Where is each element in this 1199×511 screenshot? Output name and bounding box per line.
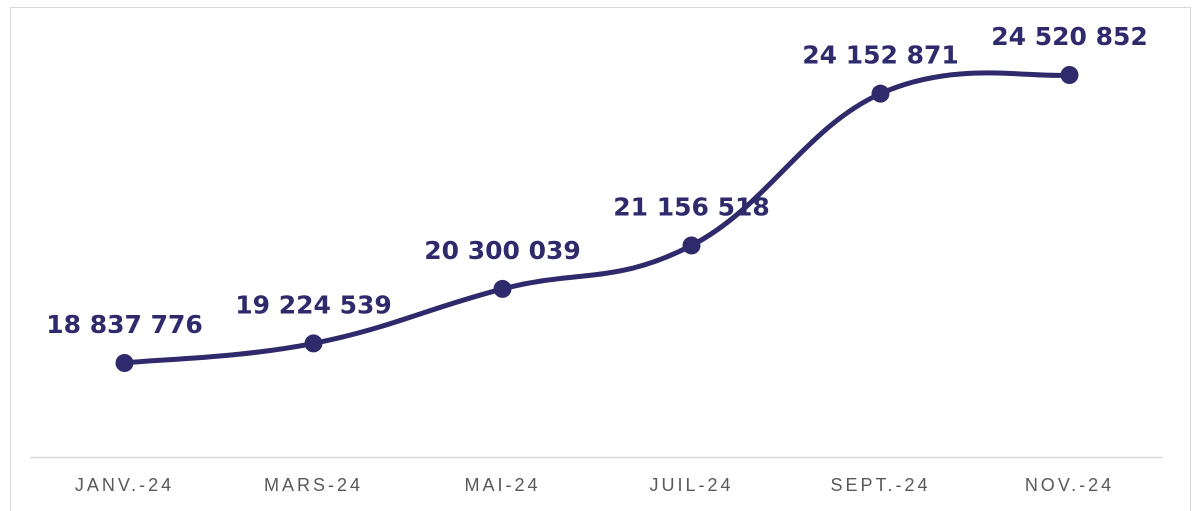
marker (115, 354, 134, 372)
marker (682, 236, 701, 255)
value-label: 24 520 852 (991, 22, 1148, 51)
value-label: 19 224 539 (235, 290, 392, 319)
marker (493, 279, 512, 298)
marker (304, 334, 323, 353)
value-label: 21 156 518 (613, 192, 770, 221)
value-label: 24 152 871 (802, 41, 959, 70)
x-tick-label: JANV.-24 (75, 475, 174, 495)
x-tick-label: MARS-24 (264, 475, 363, 495)
x-tick-label: SEPT.-24 (830, 475, 930, 495)
value-label: 20 300 039 (424, 236, 581, 265)
chart-frame (10, 7, 1191, 511)
marker (1060, 66, 1079, 84)
x-tick-label: MAI-24 (464, 475, 540, 495)
line (122, 70, 1072, 366)
x-tick-label: JUIL-24 (649, 475, 733, 495)
x-tick-label: NOV.-24 (1025, 475, 1114, 495)
marker (871, 84, 890, 103)
value-label: 18 837 776 (46, 310, 203, 339)
